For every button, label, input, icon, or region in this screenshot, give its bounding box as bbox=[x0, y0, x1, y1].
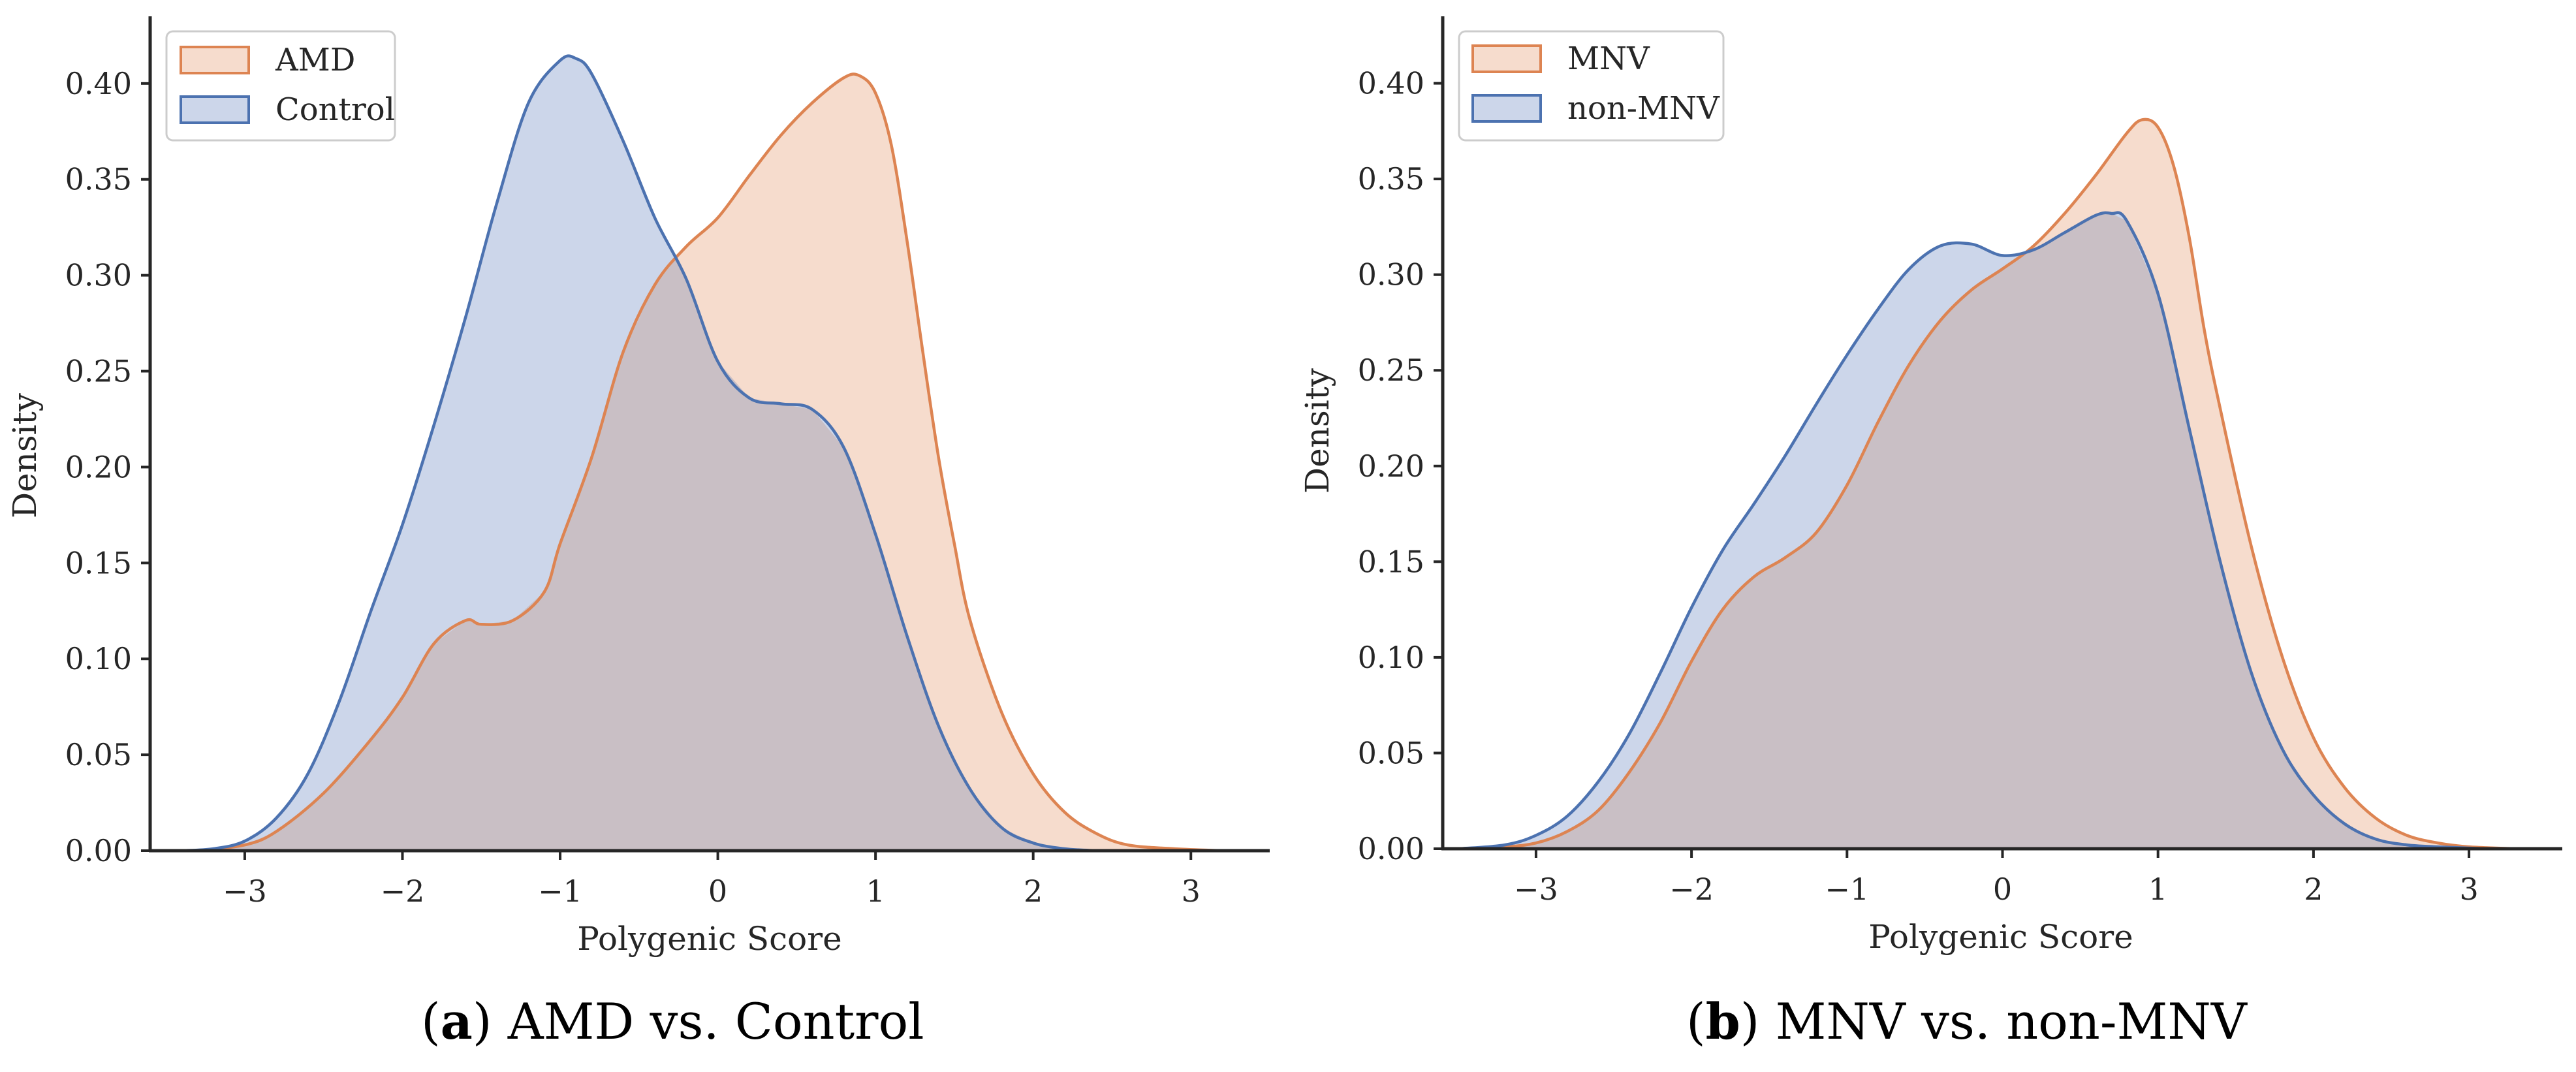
x-tick-label: 2 bbox=[2304, 872, 2323, 907]
x-tick-label: 3 bbox=[1182, 874, 1201, 909]
y-axis-label-a: Density bbox=[6, 392, 44, 518]
caption-letter-a: a bbox=[440, 992, 473, 1050]
y-tick-label: 0.00 bbox=[65, 833, 132, 868]
line-mnv bbox=[1458, 118, 2516, 851]
x-tick-label: −2 bbox=[1669, 872, 1714, 907]
x-tick-label: −2 bbox=[381, 874, 425, 909]
y-tick-label: 0.20 bbox=[65, 449, 132, 484]
y-tick-label: 0.40 bbox=[65, 66, 132, 101]
x-tick-label: −3 bbox=[223, 874, 267, 909]
x-ticks-a: −3 −2 −1 0 1 2 3 bbox=[223, 851, 1201, 909]
legend-swatch-non-mnv bbox=[1471, 94, 1542, 123]
caption-text-b: MNV vs. non-MNV bbox=[1775, 992, 2247, 1050]
x-axis-label-b: Polygenic Score bbox=[1868, 918, 2133, 956]
line-control bbox=[181, 54, 1097, 852]
legend-label-non-mnv: non-MNV bbox=[1567, 90, 1720, 127]
legend-label-mnv: MNV bbox=[1567, 40, 1650, 77]
x-tick-label: 0 bbox=[1993, 872, 2012, 907]
legend-swatch-mnv bbox=[1471, 44, 1542, 73]
chart-panel-b: −3 −2 −1 0 1 2 3 0.000.050.100.150.200.250.300… bbox=[1298, 16, 2562, 956]
y-tick-label: 0.25 bbox=[1358, 353, 1424, 388]
chart-panel-a: −3 −2 −1 0 1 2 3 0.000.050.100.150.200.250.300… bbox=[6, 16, 1270, 958]
y-tick-label: 0.15 bbox=[65, 545, 132, 580]
x-tick-label: 1 bbox=[2148, 872, 2167, 907]
y-tick-label: 0.15 bbox=[1358, 544, 1424, 579]
area-overlap-a bbox=[197, 259, 1097, 851]
y-tick-label: 0.05 bbox=[1358, 735, 1424, 770]
y-ticks-a: 0.00 0.05 0.10 0.15 0.20 0.25 0.30 0.35 0.40 bbox=[65, 66, 150, 868]
y-axis-label-b: Density bbox=[1298, 368, 1336, 494]
caption-a: (a) AMD vs. Control bbox=[421, 992, 924, 1050]
y-tick-label: 0.20 bbox=[1358, 449, 1424, 484]
x-tick-label: −1 bbox=[538, 874, 582, 909]
caption-b: (b) MNV vs. non-MNV bbox=[1686, 992, 2247, 1050]
y-tick-label: 0.30 bbox=[65, 258, 132, 293]
legend-swatch-control bbox=[180, 95, 250, 124]
x-tick-label: 3 bbox=[2459, 872, 2478, 907]
y-tick-label: 0.25 bbox=[65, 354, 132, 389]
x-tick-label: −3 bbox=[1514, 872, 1558, 907]
plot-area-a bbox=[181, 54, 1223, 852]
y-ticks-b: 0.00 0.05 0.10 0.15 0.20 0.25 0.30 0.35 0.40 bbox=[1358, 66, 1443, 866]
x-tick-label: 1 bbox=[866, 874, 885, 909]
y-tick-label: 0.10 bbox=[1358, 640, 1424, 675]
y-tick-label: 0.00 bbox=[1358, 831, 1424, 866]
y-tick-label: 0.35 bbox=[1358, 161, 1424, 197]
line-amd bbox=[197, 72, 1223, 852]
area-overlap-b bbox=[1458, 213, 2485, 849]
y-tick-label: 0.10 bbox=[65, 641, 132, 676]
y-tick-label: 0.05 bbox=[65, 737, 132, 772]
x-tick-label: −1 bbox=[1825, 872, 1869, 907]
x-tick-label: 0 bbox=[708, 874, 727, 909]
legend-swatch-amd bbox=[180, 46, 250, 74]
line-non-mnv bbox=[1458, 211, 2485, 851]
plot-area-b bbox=[1458, 118, 2516, 851]
y-tick-label: 0.35 bbox=[65, 162, 132, 197]
legend-a: AMD Control bbox=[165, 30, 396, 142]
y-tick-label: 0.30 bbox=[1358, 257, 1424, 292]
y-tick-label: 0.40 bbox=[1358, 66, 1424, 101]
x-axis-label-a: Polygenic Score bbox=[577, 920, 842, 958]
x-tick-label: 2 bbox=[1024, 874, 1043, 909]
legend-label-control: Control bbox=[275, 91, 395, 128]
legend-label-amd: AMD bbox=[275, 42, 355, 78]
x-ticks-b: −3 −2 −1 0 1 2 3 bbox=[1514, 849, 2479, 907]
caption-text-a: AMD vs. Control bbox=[507, 992, 924, 1050]
caption-letter-b: b bbox=[1705, 992, 1740, 1050]
legend-b: MNV non-MNV bbox=[1458, 30, 1725, 142]
